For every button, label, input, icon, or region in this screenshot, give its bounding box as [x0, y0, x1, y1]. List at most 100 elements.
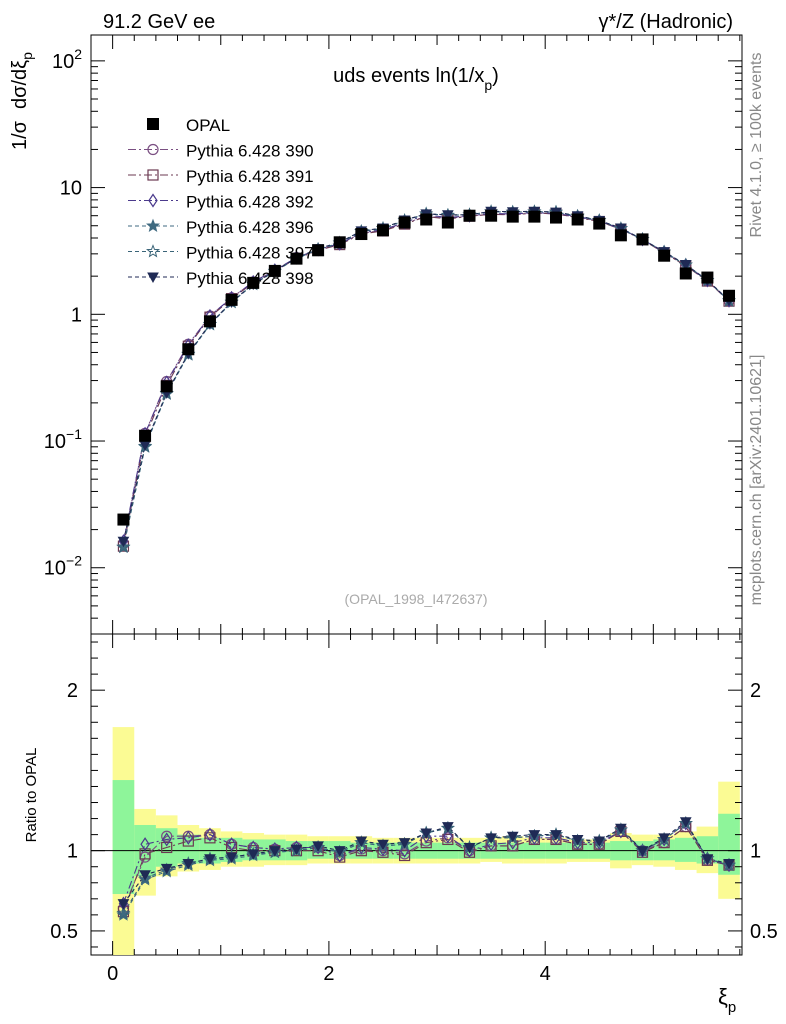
- band-green: [112, 780, 135, 895]
- ratio-data-point: [312, 841, 324, 852]
- legend: OPAL Pythia 6.428 390 Pythia 6.428 391 Pyth…: [128, 116, 314, 288]
- ratio-data-point: [333, 846, 346, 857]
- opal-data-point: [593, 217, 606, 230]
- opal-data-point: [463, 209, 476, 222]
- ratio-data-point: [658, 833, 670, 844]
- main-title: uds events ln(1/xp): [333, 65, 499, 93]
- ratio-data-point: [160, 863, 173, 875]
- legend-marker: [147, 143, 159, 156]
- ratio-data-point: [571, 834, 584, 846]
- header-left: 91.2 GeV ee: [103, 11, 215, 33]
- ratio-plot-frame: [90, 633, 743, 956]
- legend-marker-opal: [147, 118, 159, 130]
- ratio-data-point: [506, 831, 519, 843]
- legend-label: Pythia 6.428 390: [186, 142, 314, 161]
- ratio-data-point: [140, 837, 150, 852]
- ratio-y-tick-label: 2: [67, 680, 78, 702]
- ratio-data-point: [204, 832, 216, 844]
- legend-marker: [147, 169, 159, 181]
- opal-data-point: [679, 267, 692, 280]
- ratio-ylabel: Ratio to OPAL: [23, 748, 40, 843]
- ratio-data-point: [615, 823, 627, 835]
- ratio-data-point: [355, 836, 368, 848]
- x-tick-label: 4: [540, 963, 551, 985]
- opal-data-point: [528, 210, 541, 223]
- main-data-point: [442, 210, 454, 221]
- opal-data-point: [182, 343, 195, 356]
- opal-data-point: [225, 293, 238, 306]
- ratio-data-point: [679, 817, 692, 828]
- opal-data-point: [485, 209, 498, 222]
- ratio-data-point: [443, 829, 453, 844]
- y-tick-label: 102: [52, 46, 82, 73]
- x-tick-label: 2: [323, 963, 334, 985]
- ratio-data-point: [205, 827, 215, 842]
- ratio-data-point: [182, 835, 194, 847]
- opal-data-point: [636, 233, 649, 246]
- ratio-data-point: [225, 852, 238, 864]
- ratio-data-point: [528, 830, 541, 841]
- legend-marker: [148, 193, 158, 208]
- legend-label-opal: OPAL: [186, 116, 230, 135]
- opal-data-point: [376, 224, 389, 237]
- y-tick-label: 1: [71, 304, 82, 326]
- opal-data-point: [203, 315, 216, 328]
- main-data-point: [679, 260, 692, 271]
- main-data-point: [116, 539, 131, 553]
- axes: 10−2 10−1 1 10 102 0 2 4 0.5 0.5 1 1 2 2: [44, 35, 778, 985]
- legend-marker: [146, 244, 160, 258]
- opal-data-point: [355, 228, 368, 241]
- rivet-label: Rivet 4.1.0, ≥ 100k events: [748, 53, 765, 238]
- ratio-data-point: [593, 836, 606, 848]
- ratio-data-point: [701, 854, 714, 865]
- legend-label: Pythia 6.428 398: [186, 269, 314, 288]
- ratio-data-point: [116, 905, 131, 920]
- x-axis-label: ξp: [718, 984, 736, 1016]
- opal-data-point: [117, 513, 130, 526]
- y-tick-label: 10−1: [44, 426, 82, 453]
- ratio-data-point: [463, 842, 476, 854]
- opal-data-point: [571, 213, 584, 226]
- band-green: [674, 837, 697, 862]
- ratio-data-point: [377, 839, 389, 851]
- ratio-data-point: [420, 828, 433, 840]
- ratio-data-point: [204, 854, 216, 865]
- opal-data-point: [723, 289, 736, 302]
- ratio-data-point: [485, 833, 497, 844]
- series-markers: [116, 204, 736, 921]
- ratio-data-point: [117, 899, 130, 910]
- ratio-y-tick-label: 0.5: [50, 921, 78, 943]
- opal-data-point: [139, 429, 152, 442]
- ratio-data-point: [139, 870, 151, 881]
- main-series-line: [122, 212, 730, 547]
- svg-text:1/σdσ/dξp: 1/σdσ/dξp: [9, 52, 35, 150]
- legend-label: Pythia 6.428 391: [186, 167, 314, 186]
- y-tick-label: 10−2: [44, 553, 82, 580]
- main-data-point: [615, 223, 627, 235]
- legend-marker: [147, 272, 159, 284]
- ratio-data-point: [442, 833, 454, 846]
- ratio-data-point: [161, 841, 173, 854]
- ratio-data-point: [290, 844, 303, 856]
- opal-data-point: [420, 213, 433, 226]
- ratio-data-point: [161, 832, 172, 847]
- y-tick-label: 10: [60, 178, 82, 200]
- mcplots-label: mcplots.cern.ch [arXiv:2401.10621]: [748, 355, 765, 606]
- opal-data-point: [398, 216, 411, 229]
- legend-label: Pythia 6.428 392: [186, 193, 314, 212]
- main-data-point: [117, 536, 130, 548]
- ratio-y-tick-label-right: 1: [750, 841, 761, 863]
- ratio-y-tick-label-right: 0.5: [750, 921, 778, 943]
- opal-data-point: [333, 236, 346, 249]
- ratio-data-point: [442, 822, 454, 833]
- analysis-watermark: (OPAL_1998_I472637): [345, 591, 488, 607]
- opal-data-point: [506, 210, 519, 223]
- ratio-data-point: [247, 849, 260, 860]
- legend-marker: [146, 218, 160, 233]
- ratio-data-point: [636, 846, 649, 857]
- opal-data-point: [701, 271, 714, 284]
- ratio-data-point: [399, 849, 411, 862]
- opal-data-point: [614, 229, 627, 242]
- ratio-y-tick-label-right: 2: [750, 680, 761, 702]
